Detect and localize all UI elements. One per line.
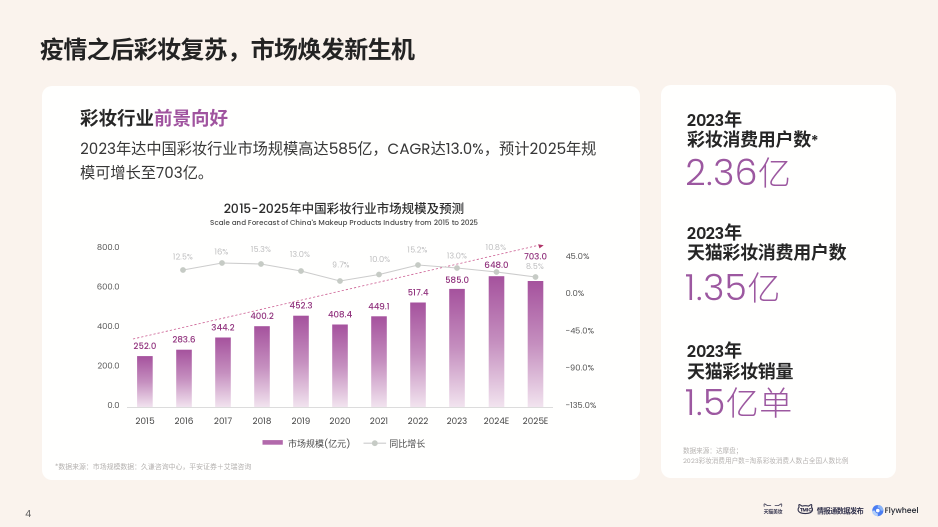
svg-text:252.0: 252.0 xyxy=(133,341,156,353)
svg-text:400.0: 400.0 xyxy=(97,320,120,332)
svg-text:45.0%: 45.0% xyxy=(566,250,590,262)
svg-text:13.0%: 13.0% xyxy=(290,249,310,260)
svg-text:344.2: 344.2 xyxy=(211,323,235,335)
svg-text:情报通数据发布: 情报通数据发布 xyxy=(817,507,864,517)
svg-text:600.0: 600.0 xyxy=(97,281,120,293)
svg-text:408.4: 408.4 xyxy=(328,310,353,322)
svg-text:2024E: 2024E xyxy=(484,416,510,428)
svg-text:8.5%: 8.5% xyxy=(526,261,544,272)
svg-text:-135.0%: -135.0% xyxy=(566,399,597,411)
svg-text:2019: 2019 xyxy=(292,416,311,428)
svg-text:517.4: 517.4 xyxy=(408,288,429,300)
svg-text:-90.0%: -90.0% xyxy=(566,362,594,374)
svg-text:-45.0%: -45.0% xyxy=(566,324,594,336)
svg-text:2021: 2021 xyxy=(370,416,388,428)
svg-text:703.0: 703.0 xyxy=(523,252,547,264)
svg-text:0.0: 0.0 xyxy=(107,399,119,411)
svg-text:12.5%: 12.5% xyxy=(173,252,193,263)
svg-text:13.0%: 13.0% xyxy=(447,251,467,262)
svg-text:0.0%: 0.0% xyxy=(566,287,584,299)
svg-text:452.3: 452.3 xyxy=(289,301,312,313)
svg-text:天猫美妆: 天猫美妆 xyxy=(764,509,783,516)
svg-text:2020: 2020 xyxy=(329,416,350,428)
svg-text:15.3%: 15.3% xyxy=(251,244,271,255)
svg-text:15.2%: 15.2% xyxy=(408,245,428,256)
svg-text:283.6: 283.6 xyxy=(172,335,195,347)
svg-text:10.8%: 10.8% xyxy=(486,242,506,253)
svg-text:TMIC: TMIC xyxy=(800,507,813,514)
svg-text:10.0%: 10.0% xyxy=(370,254,390,265)
svg-text:2023: 2023 xyxy=(447,416,468,428)
svg-text:449.1: 449.1 xyxy=(368,302,390,314)
svg-text:400.2: 400.2 xyxy=(250,311,275,323)
svg-text:200.0: 200.0 xyxy=(97,360,119,372)
svg-text:2016: 2016 xyxy=(175,416,194,428)
svg-text:2015: 2015 xyxy=(135,416,154,428)
svg-text:648.0: 648.0 xyxy=(484,260,508,272)
svg-text:9.7%: 9.7% xyxy=(332,260,349,271)
svg-text:16%: 16% xyxy=(215,247,229,258)
svg-text:800.0: 800.0 xyxy=(97,241,120,253)
svg-text:2025E: 2025E xyxy=(523,416,549,428)
svg-text:2018: 2018 xyxy=(253,416,272,428)
svg-text:市场规模(亿元): 市场规模(亿元) xyxy=(288,438,350,451)
svg-text:Flywheel: Flywheel xyxy=(885,505,919,516)
svg-text:585.0: 585.0 xyxy=(445,275,469,287)
svg-text:同比增长: 同比增长 xyxy=(389,438,425,451)
svg-text:2017: 2017 xyxy=(214,416,232,428)
svg-text:2022: 2022 xyxy=(408,416,429,428)
